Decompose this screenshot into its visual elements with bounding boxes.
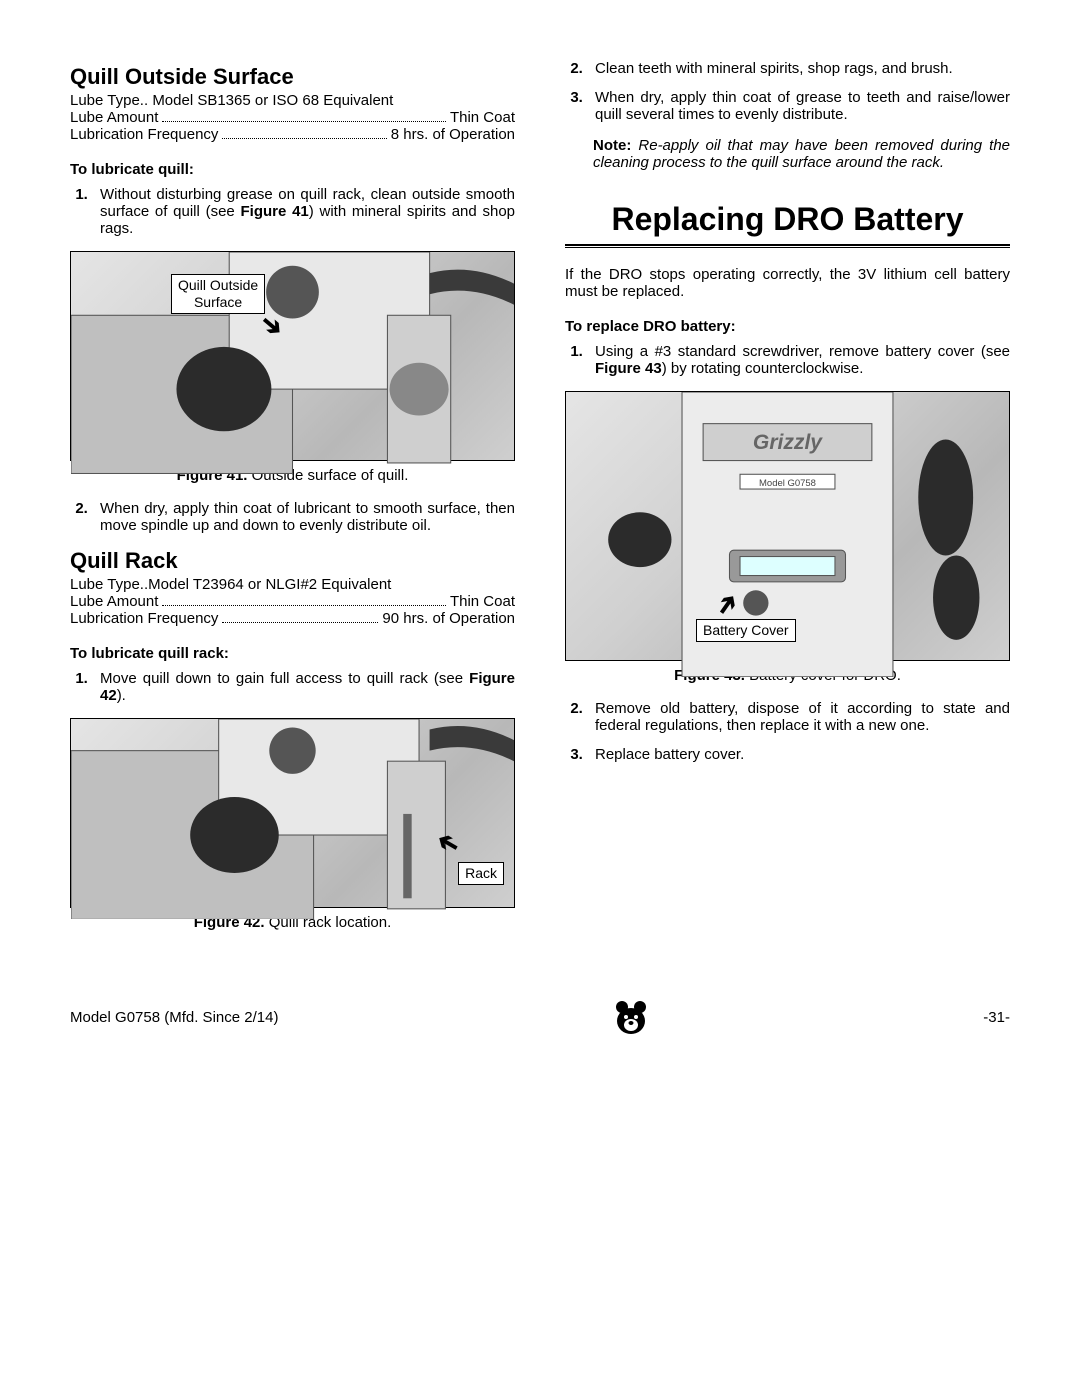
quill-rack-steps: Move quill down to gain full access to q…	[70, 670, 515, 704]
quill-illustration	[71, 252, 514, 474]
two-column-layout: Quill Outside Surface Lube Type.. Model …	[70, 60, 1010, 947]
figure-label: Quill Outside Surface	[171, 274, 265, 314]
rack-illustration	[71, 719, 514, 919]
spec-value: Model T23964 or NLGI#2 Equivalent	[148, 576, 391, 593]
spec-line: Lubrication Frequency 90 hrs. of Operati…	[70, 610, 515, 627]
step-text-pre: Move quill down to gain full access to q…	[100, 670, 469, 687]
procedure-heading: To lubricate quill rack:	[70, 645, 515, 662]
step-text-post: ).	[117, 687, 126, 704]
dro-intro: If the DRO stops operating correctly, th…	[565, 266, 1010, 300]
quill-surface-steps: Without disturbing grease on quill rack,…	[70, 186, 515, 237]
spec-value: Thin Coat	[450, 593, 515, 610]
rack-continued-steps: Clean teeth with mineral spirits, shop r…	[565, 60, 1010, 123]
svg-text:Grizzly: Grizzly	[753, 431, 823, 454]
leader-dots	[222, 622, 378, 623]
list-item: Clean teeth with mineral spirits, shop r…	[587, 60, 1010, 77]
spec-label: Lube Type	[70, 92, 140, 109]
spec-label: Lubrication Frequency	[70, 126, 218, 143]
note-label: Note:	[593, 137, 631, 154]
list-item: When dry, apply thin coat of lubricant t…	[92, 500, 515, 534]
footer-model: Model G0758 (Mfd. Since 2/14)	[70, 1009, 278, 1026]
leader-dots	[162, 605, 446, 606]
quill-surface-heading: Quill Outside Surface	[70, 64, 515, 90]
right-column: Clean teeth with mineral spirits, shop r…	[565, 60, 1010, 947]
figure-ref: Figure 41	[241, 203, 309, 220]
step-text-pre: Using a #3 standard screwdriver, remove …	[595, 343, 1010, 360]
spec-line: Lubrication Frequency 8 hrs. of Operatio…	[70, 126, 515, 143]
spec-line: Lube Amount Thin Coat	[70, 593, 515, 610]
dro-section-heading: Replacing DRO Battery	[565, 201, 1010, 238]
quill-rack-heading: Quill Rack	[70, 548, 515, 574]
step-text-post: ) by rotating counterclockwise.	[662, 360, 864, 377]
spec-line: Lube Type.. Model SB1365 or ISO 68 Equiv…	[70, 92, 515, 109]
figure-ref: Figure 43	[595, 360, 662, 377]
section-rule-thin	[565, 247, 1010, 248]
spec-line: Lube Type.. Model T23964 or NLGI#2 Equiv…	[70, 576, 515, 593]
spec-value: Model SB1365 or ISO 68 Equivalent	[152, 92, 393, 109]
list-item: When dry, apply thin coat of grease to t…	[587, 89, 1010, 123]
spec-line: Lube Amount Thin Coat	[70, 109, 515, 126]
leader-dots	[162, 121, 446, 122]
dro-steps-cont: Remove old battery, dispose of it accord…	[565, 700, 1010, 763]
spec-value: 90 hrs. of Operation	[382, 610, 515, 627]
procedure-heading: To replace DRO battery:	[565, 318, 1010, 335]
leader-dots	[222, 138, 386, 139]
list-item: Using a #3 standard screwdriver, remove …	[587, 343, 1010, 377]
spec-value: 8 hrs. of Operation	[391, 126, 515, 143]
note-text: Re-apply oil that may have been removed …	[593, 137, 1010, 171]
dro-steps: Using a #3 standard screwdriver, remove …	[565, 343, 1010, 377]
list-item: Replace battery cover.	[587, 746, 1010, 763]
figure-label: Rack	[458, 862, 504, 885]
figure-41: Quill Outside Surface ➔	[70, 251, 515, 461]
list-item: Remove old battery, dispose of it accord…	[587, 700, 1010, 734]
page-footer: Model G0758 (Mfd. Since 2/14) -31-	[70, 997, 1010, 1037]
figure-43: Grizzly Model G0758 Battery Cover ➔	[565, 391, 1010, 661]
bear-logo-icon	[611, 997, 651, 1037]
footer-page-number: -31-	[983, 1009, 1010, 1026]
svg-text:Model G0758: Model G0758	[759, 478, 816, 489]
list-item: Move quill down to gain full access to q…	[92, 670, 515, 704]
quill-surface-steps-cont: When dry, apply thin coat of lubricant t…	[70, 500, 515, 534]
note-block: Note: Re-apply oil that may have been re…	[593, 137, 1010, 171]
procedure-heading: To lubricate quill:	[70, 161, 515, 178]
spec-label: Lubrication Frequency	[70, 610, 218, 627]
spec-label: Lube Amount	[70, 109, 158, 126]
figure-label: Battery Cover	[696, 619, 796, 642]
spec-value: Thin Coat	[450, 109, 515, 126]
spec-label: Lube Type	[70, 576, 140, 593]
list-item: Without disturbing grease on quill rack,…	[92, 186, 515, 237]
spec-label: Lube Amount	[70, 593, 158, 610]
figure-42: Rack ➔	[70, 718, 515, 908]
left-column: Quill Outside Surface Lube Type.. Model …	[70, 60, 515, 947]
section-rule	[565, 244, 1010, 246]
